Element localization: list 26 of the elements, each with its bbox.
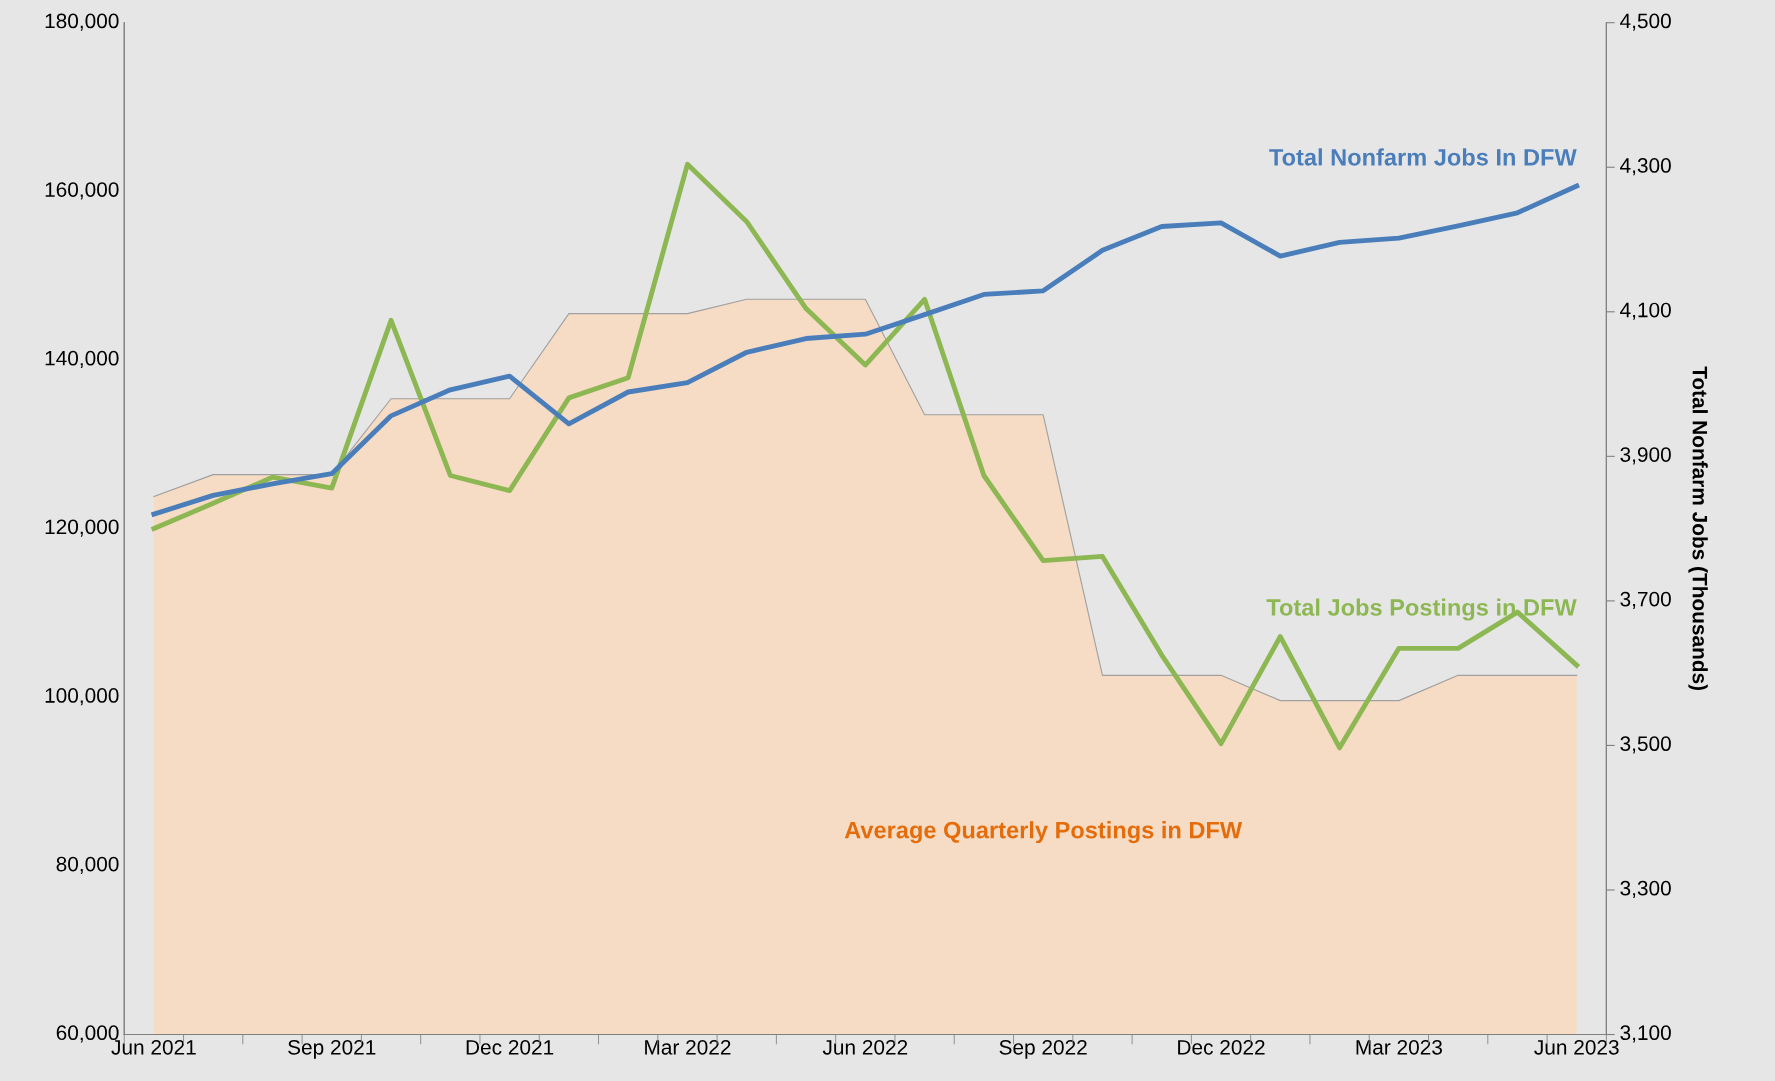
x-tick-label: Sep 2022 <box>999 1039 1087 1059</box>
line-series <box>151 183 1580 517</box>
y-tick-label: 160,000 <box>45 182 119 200</box>
y2-tick-label: 3,100 <box>1620 1025 1671 1043</box>
x-tick-label: Dec 2022 <box>1178 1039 1265 1055</box>
y2-axis-title: Total Nonfarm Jobs (Thousands) <box>1688 366 1708 691</box>
x-tick-label: Dec 2021 <box>466 1039 554 1055</box>
y2-tick-label: 4,500 <box>1620 13 1671 31</box>
x-tick-label: Mar 2022 <box>645 1039 731 1055</box>
y2-tick-label: 3,700 <box>1620 591 1671 609</box>
y2-tick-label: 3,500 <box>1620 736 1671 754</box>
y-tick-label: 180,000 <box>45 13 119 31</box>
series-label: Average Quarterly Postings in DFW <box>844 821 1243 844</box>
y-tick-label: 120,000 <box>45 519 119 537</box>
x-tick-label: Mar 2023 <box>1356 1039 1442 1055</box>
y2-tick-label: 4,300 <box>1620 158 1671 176</box>
y-tick-label: 100,000 <box>45 688 119 706</box>
y-tick-label: 80,000 <box>56 856 119 874</box>
series-label: Total Nonfarm Jobs In DFW <box>1269 148 1577 166</box>
x-tick-label: Jun 2022 <box>822 1039 908 1055</box>
y2-tick-label: 3,900 <box>1620 447 1671 465</box>
y2-tick-label: 3,300 <box>1620 880 1671 899</box>
y2-tick-label: 4,100 <box>1620 302 1671 320</box>
x-tick-label: Sep 2021 <box>288 1039 376 1059</box>
y-tick-label: 140,000 <box>45 350 119 369</box>
x-tick-label: Jun 2023 <box>1534 1039 1619 1055</box>
